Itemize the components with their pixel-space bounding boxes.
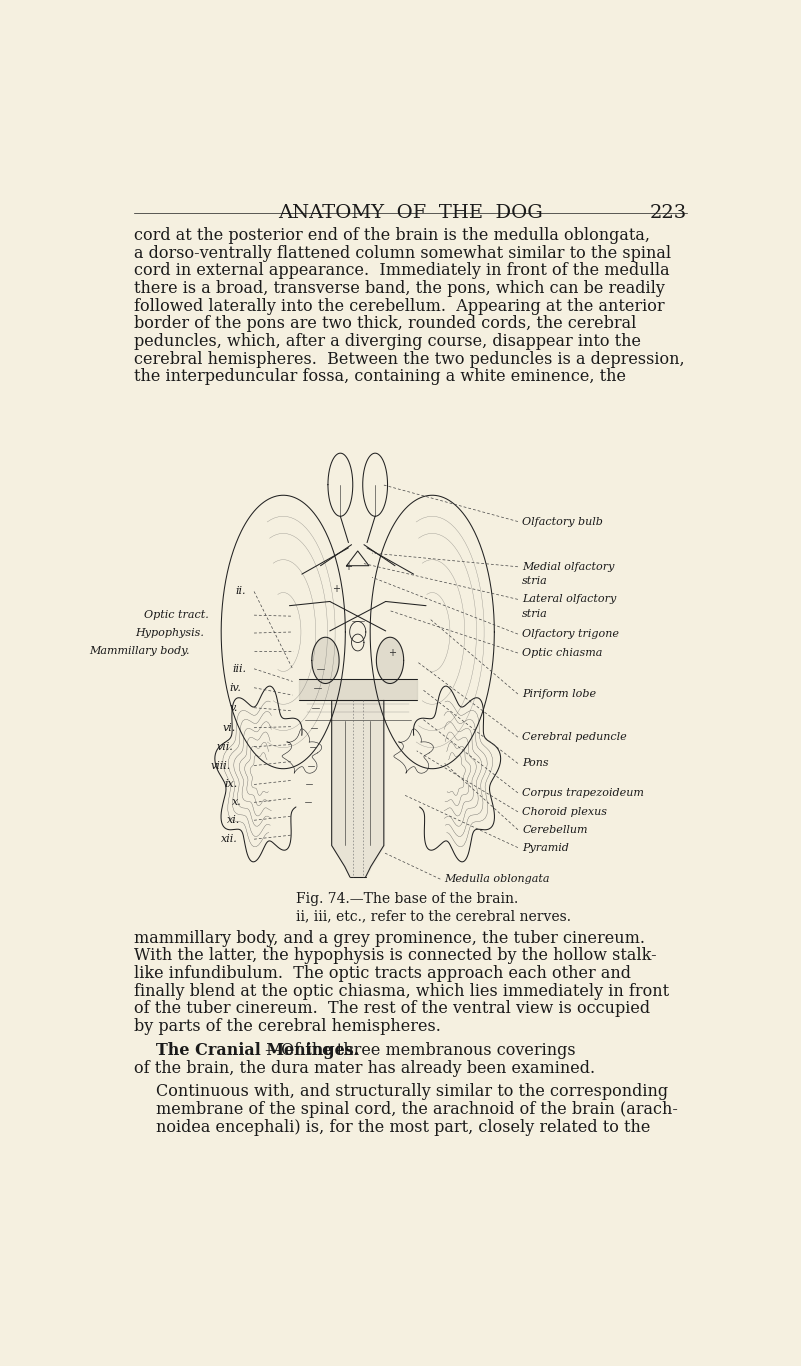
Text: stria: stria — [522, 609, 548, 619]
Text: of the brain, the dura mater has already been examined.: of the brain, the dura mater has already… — [135, 1060, 595, 1076]
Text: Olfactory trigone: Olfactory trigone — [522, 630, 619, 639]
Text: xi.: xi. — [227, 816, 239, 825]
Text: vii.: vii. — [217, 742, 234, 751]
Text: Cerebral peduncle: Cerebral peduncle — [522, 732, 627, 742]
Text: Choroid plexus: Choroid plexus — [522, 807, 607, 817]
Text: followed laterally into the cerebellum.  Appearing at the anterior: followed laterally into the cerebellum. … — [135, 298, 665, 314]
Text: +: + — [388, 647, 396, 658]
Text: a dorso-ventrally flattened column somewhat similar to the spinal: a dorso-ventrally flattened column somew… — [135, 245, 671, 262]
Text: Medial olfactory: Medial olfactory — [522, 561, 614, 572]
Text: —Of the three membranous coverings: —Of the three membranous coverings — [264, 1042, 575, 1059]
Text: iii.: iii. — [232, 664, 246, 673]
Text: membrane of the spinal cord, the arachnoid of the brain (arach-: membrane of the spinal cord, the arachno… — [156, 1101, 678, 1117]
Text: The Cranial Meninges.: The Cranial Meninges. — [156, 1042, 359, 1059]
Text: Continuous with, and structurally similar to the corresponding: Continuous with, and structurally simila… — [156, 1083, 668, 1101]
Text: mammillary body, and a grey prominence, the tuber cinereum.: mammillary body, and a grey prominence, … — [135, 930, 646, 947]
Text: Pyramid: Pyramid — [522, 843, 570, 852]
Text: Hypophysis.: Hypophysis. — [135, 628, 204, 638]
Text: Mammillary body.: Mammillary body. — [90, 646, 190, 656]
Text: iv.: iv. — [230, 683, 242, 693]
Text: Optic tract.: Optic tract. — [144, 611, 209, 620]
Text: there is a broad, transverse band, the pons, which can be readily: there is a broad, transverse band, the p… — [135, 280, 665, 296]
Text: Medulla oblongata: Medulla oblongata — [445, 874, 550, 884]
Text: vi.: vi. — [222, 723, 235, 732]
Text: Optic chiasma: Optic chiasma — [522, 647, 602, 658]
Text: xii.: xii. — [221, 835, 238, 844]
Text: ii, iii, etc., refer to the cerebral nerves.: ii, iii, etc., refer to the cerebral ner… — [296, 910, 570, 923]
Text: With the latter, the hypophysis is connected by the hollow stalk-: With the latter, the hypophysis is conne… — [135, 947, 657, 964]
Text: border of the pons are two thick, rounded cords, the cerebral: border of the pons are two thick, rounde… — [135, 316, 637, 332]
Text: cerebral hemispheres.  Between the two peduncles is a depression,: cerebral hemispheres. Between the two pe… — [135, 351, 685, 367]
Text: Lateral olfactory: Lateral olfactory — [522, 594, 617, 604]
Text: +: + — [332, 583, 340, 594]
Text: like infundibulum.  The optic tracts approach each other and: like infundibulum. The optic tracts appr… — [135, 964, 631, 982]
Text: Corpus trapezoideum: Corpus trapezoideum — [522, 788, 644, 798]
Text: viii.: viii. — [210, 761, 231, 770]
Text: Piriform lobe: Piriform lobe — [522, 688, 597, 699]
Text: stria: stria — [522, 576, 548, 586]
Text: finally blend at the optic chiasma, which lies immediately in front: finally blend at the optic chiasma, whic… — [135, 982, 670, 1000]
Text: Fig. 74.—The base of the brain.: Fig. 74.—The base of the brain. — [296, 892, 518, 906]
Text: 223: 223 — [650, 204, 686, 221]
Text: Olfactory bulb: Olfactory bulb — [522, 516, 603, 526]
Text: cord at the posterior end of the brain is the medulla oblongata,: cord at the posterior end of the brain i… — [135, 227, 650, 245]
Text: noidea encephali) is, for the most part, closely related to the: noidea encephali) is, for the most part,… — [156, 1119, 650, 1135]
Text: ANATOMY  OF  THE  DOG: ANATOMY OF THE DOG — [278, 204, 543, 221]
Text: by parts of the cerebral hemispheres.: by parts of the cerebral hemispheres. — [135, 1018, 441, 1035]
Text: x.: x. — [232, 798, 242, 807]
Text: ii.: ii. — [235, 586, 246, 597]
Text: v.: v. — [230, 702, 238, 713]
Polygon shape — [312, 638, 339, 683]
Text: peduncles, which, after a diverging course, disappear into the: peduncles, which, after a diverging cour… — [135, 333, 642, 350]
Text: Pons: Pons — [522, 758, 549, 769]
Text: ix.: ix. — [225, 780, 238, 790]
Text: the interpeduncular fossa, containing a white eminence, the: the interpeduncular fossa, containing a … — [135, 369, 626, 385]
Text: Cerebellum: Cerebellum — [522, 825, 588, 835]
Text: +: + — [344, 561, 352, 572]
Text: of the tuber cinereum.  The rest of the ventral view is occupied: of the tuber cinereum. The rest of the v… — [135, 1000, 650, 1018]
Polygon shape — [376, 638, 404, 683]
Text: cord in external appearance.  Immediately in front of the medulla: cord in external appearance. Immediately… — [135, 262, 670, 280]
